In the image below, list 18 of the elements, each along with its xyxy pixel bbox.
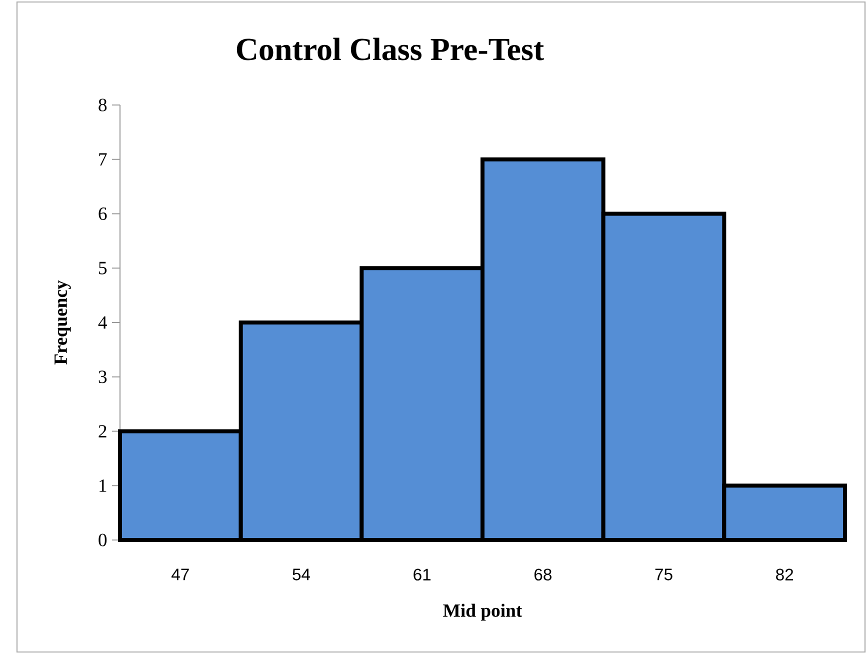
y-tick-label: 8 — [98, 98, 107, 112]
x-tick-label: 54 — [292, 568, 310, 580]
y-axis-title: Frequency — [54, 280, 71, 365]
x-tick-label: 82 — [776, 568, 794, 581]
y-tick-label: 7 — [99, 153, 107, 166]
y-tick-label: 1 — [100, 479, 106, 492]
x-tick-label: 68 — [534, 568, 552, 581]
chart-title: Control Class Pre-Test — [236, 38, 544, 60]
y-tick-label: 5 — [99, 262, 107, 274]
x-tick-label: 61 — [414, 568, 431, 581]
y-tick-label: 6 — [98, 207, 107, 220]
y-tick-label: 0 — [98, 534, 107, 546]
y-tick-label: 4 — [98, 316, 108, 329]
x-axis-title: Mid point — [443, 604, 522, 621]
x-tick-label: 75 — [655, 568, 672, 580]
y-tick-label: 3 — [98, 370, 107, 384]
x-tick-label: 47 — [172, 568, 189, 580]
y-tick-label: 2 — [98, 425, 106, 438]
